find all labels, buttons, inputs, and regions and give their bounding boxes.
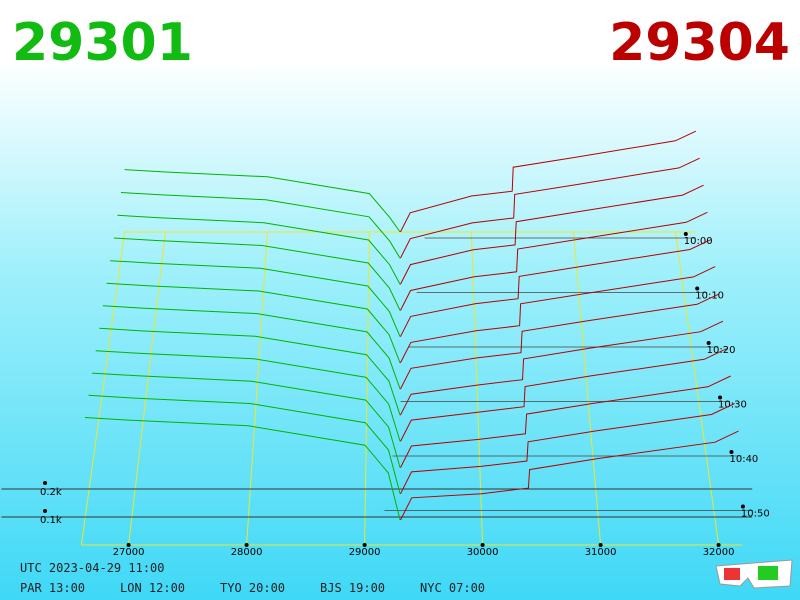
- bids-depth-line: [106, 282, 401, 364]
- bids-depth-line: [120, 192, 401, 259]
- price-tick: [598, 543, 603, 547]
- city-time: BJS 19:00: [320, 581, 385, 595]
- depth-tick: [43, 509, 47, 513]
- price-tick: [126, 543, 131, 547]
- price-tick-label: 28000: [231, 547, 263, 558]
- price-grid-line: [364, 231, 370, 546]
- time-tick-label: 10:10: [695, 290, 724, 301]
- city-time: TYO 20:00: [220, 581, 285, 595]
- price-tick-label: 29000: [349, 547, 381, 558]
- bids-depth-line: [110, 260, 401, 337]
- depth-plot: 27000 28000 29000 30000 31000 32000 0.1k 0.2k 10…: [1, 130, 770, 558]
- price-tick: [480, 543, 485, 547]
- asks-depth-line: [399, 184, 704, 285]
- asks-depth-line: [399, 320, 724, 416]
- price-tick: [244, 543, 249, 547]
- time-tick-label: 10:50: [741, 508, 770, 519]
- price-tick-label: 27000: [113, 547, 145, 558]
- time-tick: [695, 286, 700, 291]
- price-grid-line: [128, 231, 166, 546]
- asks-depth-line: [399, 211, 708, 311]
- price-grid-line: [470, 231, 484, 546]
- bids-depth-line: [88, 394, 401, 494]
- time-tick: [683, 232, 688, 236]
- bids-depth-line: [92, 372, 401, 468]
- price-tick: [362, 543, 367, 547]
- asks-depth-line: [400, 375, 731, 468]
- 3d-glasses-icon: [715, 559, 793, 589]
- time-tick-label: 10:40: [729, 454, 758, 465]
- city-times: PAR 13:00 LON 12:00 TYO 20:00 BJS 19:00 NYC …: [20, 581, 485, 595]
- asks-depth-line: [400, 348, 728, 442]
- asks-depth-line: [400, 430, 739, 521]
- asks-depth-line: [399, 157, 700, 259]
- price-tick-label: 30000: [467, 547, 499, 558]
- time-tick-label: 10:00: [684, 236, 713, 247]
- price-grid-line: [572, 231, 602, 546]
- city-time: NYC 07:00: [420, 581, 485, 595]
- city-time: LON 12:00: [120, 581, 185, 595]
- bids-depth-line: [117, 214, 401, 285]
- time-tick: [706, 340, 711, 345]
- bids-depth-line: [99, 327, 401, 416]
- bids-depth-line: [102, 305, 401, 390]
- depth-tick-label: 0.2k: [40, 487, 62, 498]
- price-tick-label: 31000: [585, 547, 617, 558]
- bids-depth-line: [113, 237, 401, 311]
- time-tick-label: 10:20: [707, 345, 736, 356]
- time-tick: [729, 449, 734, 454]
- bid-price: 29301: [12, 13, 193, 73]
- asks-depth-line: [399, 293, 720, 390]
- asks-depth-line: [399, 266, 716, 364]
- asks-depth-line: [399, 130, 697, 233]
- depth-tick: [43, 481, 47, 485]
- price-tick: [716, 543, 721, 547]
- city-time: PAR 13:00: [20, 581, 85, 595]
- bids-depth-line: [95, 350, 401, 442]
- time-tick: [740, 504, 745, 509]
- bids-depth-line: [84, 417, 401, 521]
- asks-depth-line: [399, 238, 712, 337]
- time-tick: [718, 395, 723, 400]
- utc-time: UTC 2023-04-29 11:00: [20, 561, 165, 575]
- asks-depth-line: [400, 403, 735, 495]
- bids-depth-line: [124, 169, 401, 233]
- price-tick-label: 32000: [703, 547, 735, 558]
- ask-price: 29304: [609, 13, 790, 73]
- depth-tick-label: 0.1k: [40, 515, 62, 526]
- price-grid-line: [246, 231, 268, 546]
